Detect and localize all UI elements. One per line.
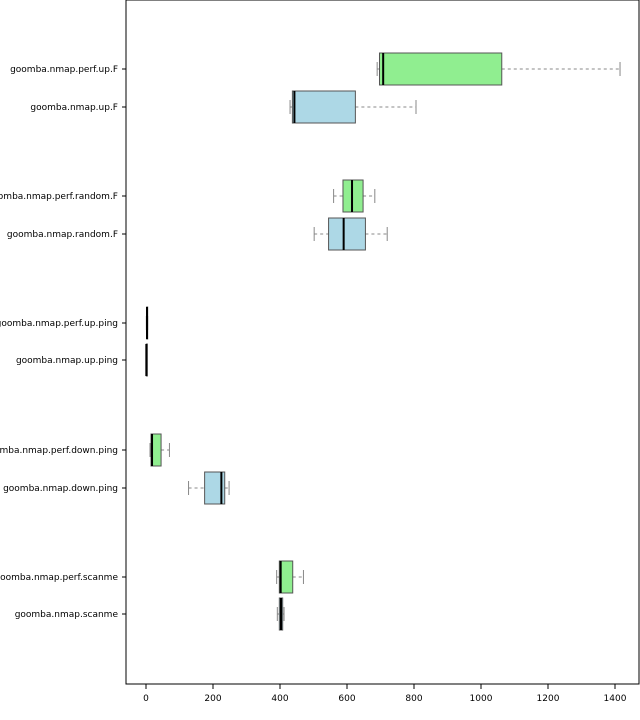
x-tick-label: 400 xyxy=(271,694,288,704)
box-goomba-nmap-down-ping xyxy=(188,471,230,505)
box-goomba-nmap-perf-up-ping xyxy=(145,306,149,340)
box-goomba-nmap-random-F xyxy=(313,217,388,251)
box-iqr xyxy=(150,433,162,467)
category-label: goomba.nmap.perf.up.F xyxy=(10,65,118,75)
x-tick-label: 200 xyxy=(204,694,221,704)
box-goomba-nmap-up-ping xyxy=(145,343,148,377)
box-goomba-nmap-perf-random-F xyxy=(333,179,376,213)
box-goomba-nmap-perf-down-ping xyxy=(149,433,170,467)
x-tick-label: 0 xyxy=(143,694,149,704)
x-tick-label: 1000 xyxy=(470,694,493,704)
category-label: goomba.nmap.up.F xyxy=(30,103,118,113)
plot-frame xyxy=(125,0,640,685)
x-axis: 0 200 400 600 800 1000 1200 1400 xyxy=(143,683,627,704)
category-label: goomba.nmap.random.F xyxy=(7,230,118,240)
box-goomba-nmap-perf-up-F xyxy=(376,52,621,86)
box-iqr xyxy=(278,560,294,594)
box-iqr xyxy=(378,52,503,86)
category-label: goomba.nmap.up.ping xyxy=(16,356,118,366)
box-iqr xyxy=(291,90,356,124)
category-labels: goomba.nmap.perf.up.F goomba.nmap.up.F goo… xyxy=(0,65,126,620)
x-tick-label: 600 xyxy=(338,694,355,704)
box-goomba-nmap-scanme xyxy=(276,597,285,631)
category-label: goomba.nmap.perf.random.F xyxy=(0,192,118,202)
box-iqr xyxy=(204,471,226,505)
category-label: goomba.nmap.perf.down.ping xyxy=(0,446,118,456)
x-tick-label: 1200 xyxy=(537,694,560,704)
category-label: goomba.nmap.perf.scanme xyxy=(0,573,118,583)
box-goomba-nmap-perf-scanme xyxy=(276,560,304,594)
x-tick-label: 1400 xyxy=(604,694,627,704)
box-iqr xyxy=(328,217,366,251)
category-label: goomba.nmap.perf.up.ping xyxy=(0,319,118,329)
category-label: goomba.nmap.scanme xyxy=(15,610,119,620)
box-goomba-nmap-up-F xyxy=(289,90,417,124)
box-iqr xyxy=(342,179,364,213)
x-tick-label: 800 xyxy=(405,694,422,704)
category-label: goomba.nmap.down.ping xyxy=(3,484,118,494)
boxes-layer xyxy=(145,52,621,631)
